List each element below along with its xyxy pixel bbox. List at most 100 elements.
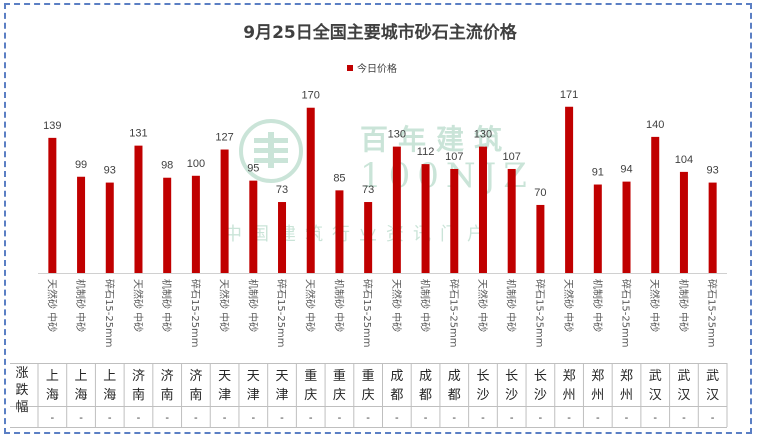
city-label: 天 (247, 369, 260, 384)
bar (507, 168, 516, 273)
city-label: 津 (276, 388, 289, 403)
bar (536, 204, 545, 273)
data-label: 70 (534, 187, 546, 199)
bar (651, 136, 660, 273)
bar (220, 149, 229, 273)
city-label: 庆 (333, 388, 346, 403)
bar (593, 184, 602, 273)
city-label: 海 (46, 388, 59, 403)
city-label: 武 (649, 369, 662, 384)
city-label: 汉 (649, 388, 662, 403)
city-label: 都 (419, 388, 432, 403)
data-label: 170 (302, 90, 320, 102)
city-label: 上 (103, 369, 116, 384)
bar (191, 175, 200, 273)
city-label: 济 (161, 369, 174, 384)
data-label: 107 (445, 151, 463, 163)
city-label: 上 (46, 369, 59, 384)
bar (335, 190, 344, 273)
x-tick-label: 碎石15-25mm (706, 279, 719, 348)
change-row-header: 涨 (15, 366, 28, 381)
change-value: - (481, 412, 485, 424)
x-tick-label: 碎石15-25mm (620, 279, 633, 348)
x-tick-label: 机制砂 中砂 (160, 279, 173, 332)
x-tick-label: 碎石15-25mm (275, 279, 288, 348)
data-label: 130 (388, 129, 406, 141)
x-tick-label: 碎石15-25mm (533, 279, 546, 348)
bar (163, 177, 172, 273)
change-value: - (510, 412, 514, 424)
bar (421, 164, 430, 273)
bar (364, 202, 373, 273)
legend-swatch (347, 64, 353, 71)
x-tick-label: 碎石15-25mm (447, 279, 460, 348)
data-label: 95 (247, 163, 259, 175)
city-label: 汉 (706, 388, 719, 403)
data-label: 139 (43, 120, 61, 132)
change-value: - (280, 412, 284, 424)
city-label: 州 (620, 388, 633, 403)
city-label: 南 (161, 387, 174, 403)
bar (622, 181, 631, 273)
city-label: 庆 (362, 388, 375, 403)
x-tick-label: 天然砂 中砂 (131, 279, 144, 332)
x-tick-label: 机制砂 中砂 (505, 279, 518, 332)
city-label: 重 (362, 368, 375, 384)
city-label: 州 (563, 388, 576, 403)
legend: 今日价格 (347, 60, 397, 75)
change-value: - (596, 412, 600, 424)
city-label: 重 (304, 368, 317, 384)
x-tick-label: 碎石15-25mm (189, 279, 202, 348)
x-tick-label: 天然砂 中砂 (218, 279, 231, 332)
x-tick-label: 机制砂 中砂 (74, 279, 87, 332)
data-label: 85 (333, 172, 345, 184)
city-label: 郑 (591, 369, 604, 384)
city-label: 沙 (534, 388, 547, 403)
data-label: 93 (707, 165, 719, 177)
city-label: 都 (390, 388, 403, 403)
city-label: 郑 (620, 369, 633, 384)
city-label: 上 (75, 369, 88, 384)
city-label: 济 (132, 369, 145, 384)
city-label: 成 (390, 369, 403, 384)
x-tick-label: 机制砂 中砂 (419, 279, 432, 332)
city-label: 武 (677, 369, 690, 384)
data-label: 100 (187, 158, 205, 170)
data-label: 99 (75, 159, 87, 171)
city-label: 济 (189, 369, 202, 384)
city-label: 天 (218, 369, 231, 384)
bar (249, 180, 258, 273)
change-value: - (711, 412, 715, 424)
change-value: - (567, 412, 571, 424)
change-value: - (653, 412, 657, 424)
x-tick-label: 天然砂 中砂 (476, 279, 489, 332)
change-value: - (251, 412, 255, 424)
change-value: - (424, 412, 428, 424)
x-tick-label: 天然砂 中砂 (45, 279, 58, 332)
change-value: - (194, 412, 198, 424)
x-tick-label: 天然砂 中砂 (390, 279, 403, 332)
city-label: 沙 (505, 388, 518, 403)
city-label: 海 (103, 388, 116, 403)
data-label: 73 (362, 184, 374, 196)
data-label: 93 (104, 165, 116, 177)
bar (134, 145, 143, 273)
city-label: 州 (591, 388, 604, 403)
city-label: 重 (333, 368, 346, 384)
city-label: 武 (706, 369, 719, 384)
city-label: 庆 (304, 388, 317, 403)
city-label: 津 (218, 388, 231, 403)
bar (565, 106, 574, 273)
chart-frame (4, 3, 752, 434)
city-label: 都 (448, 388, 461, 403)
change-value: - (539, 412, 543, 424)
city-label: 津 (247, 388, 260, 403)
legend-label: 今日价格 (357, 64, 397, 75)
data-label: 131 (129, 128, 147, 140)
change-value: - (452, 412, 456, 424)
data-label: 107 (503, 151, 521, 163)
x-tick-label: 机制砂 中砂 (677, 279, 690, 332)
bar (105, 182, 114, 273)
city-label: 海 (75, 388, 88, 403)
